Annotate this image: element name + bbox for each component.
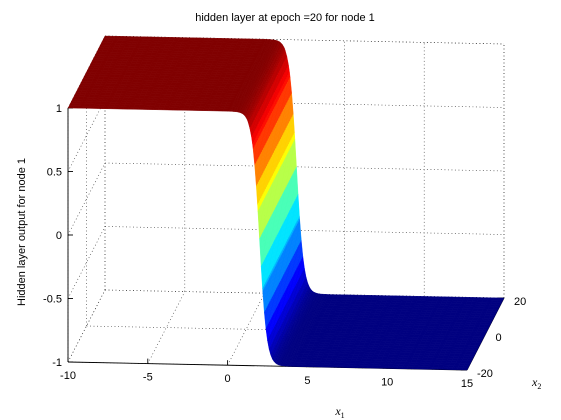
x-tick-label: 5 bbox=[304, 375, 310, 387]
back-grid-z bbox=[104, 226, 505, 235]
surface-patch bbox=[494, 304, 501, 308]
surface-patch bbox=[470, 349, 478, 353]
left-grid-z bbox=[67, 289, 106, 363]
z-tick-label: 0.5 bbox=[47, 167, 62, 179]
surface-patch bbox=[489, 313, 497, 317]
x-tick-label: -5 bbox=[143, 372, 153, 384]
x-tick-label: -10 bbox=[60, 370, 76, 382]
z-tick-label: 0 bbox=[56, 230, 62, 242]
back-grid-z bbox=[104, 162, 505, 172]
surface-patch bbox=[473, 344, 481, 348]
surface-patch bbox=[482, 326, 490, 330]
surface-patch bbox=[475, 340, 483, 344]
surface-patch bbox=[463, 362, 471, 366]
y-tick-label: 20 bbox=[514, 296, 526, 308]
left-grid-z bbox=[67, 226, 106, 299]
surface-patch bbox=[487, 317, 494, 321]
floor-grid-x bbox=[147, 291, 186, 364]
surface-patch bbox=[461, 367, 469, 371]
z-axis-label: Hidden layer output for node 1 bbox=[16, 158, 28, 306]
x-tick-label: 15 bbox=[461, 378, 473, 390]
surface-patch bbox=[496, 299, 504, 303]
surface-patch bbox=[491, 308, 499, 312]
y-tick-label: -20 bbox=[477, 368, 493, 380]
chart-title: hidden layer at epoch =20 for node 1 bbox=[195, 12, 375, 24]
floor-grid-x bbox=[227, 293, 265, 366]
x-axis-label: x1 bbox=[334, 404, 344, 420]
x-tick-label: 10 bbox=[381, 376, 393, 388]
x-tick-label: 0 bbox=[225, 373, 231, 385]
z-tick-label: -1 bbox=[52, 357, 62, 369]
y-axis-label: x2 bbox=[531, 375, 541, 391]
left-grid-z bbox=[67, 162, 106, 236]
surface-patch bbox=[466, 358, 474, 362]
z-tick-label: 1 bbox=[56, 103, 62, 115]
surface bbox=[67, 35, 505, 371]
left-grid-z bbox=[67, 99, 106, 172]
surface-patch bbox=[480, 331, 488, 335]
surface-patch bbox=[468, 353, 476, 357]
y-tick-label: 0 bbox=[496, 332, 502, 344]
surface-patch bbox=[477, 335, 485, 339]
z-tick-label: -0.5 bbox=[43, 294, 62, 306]
surface-patch bbox=[484, 322, 492, 326]
